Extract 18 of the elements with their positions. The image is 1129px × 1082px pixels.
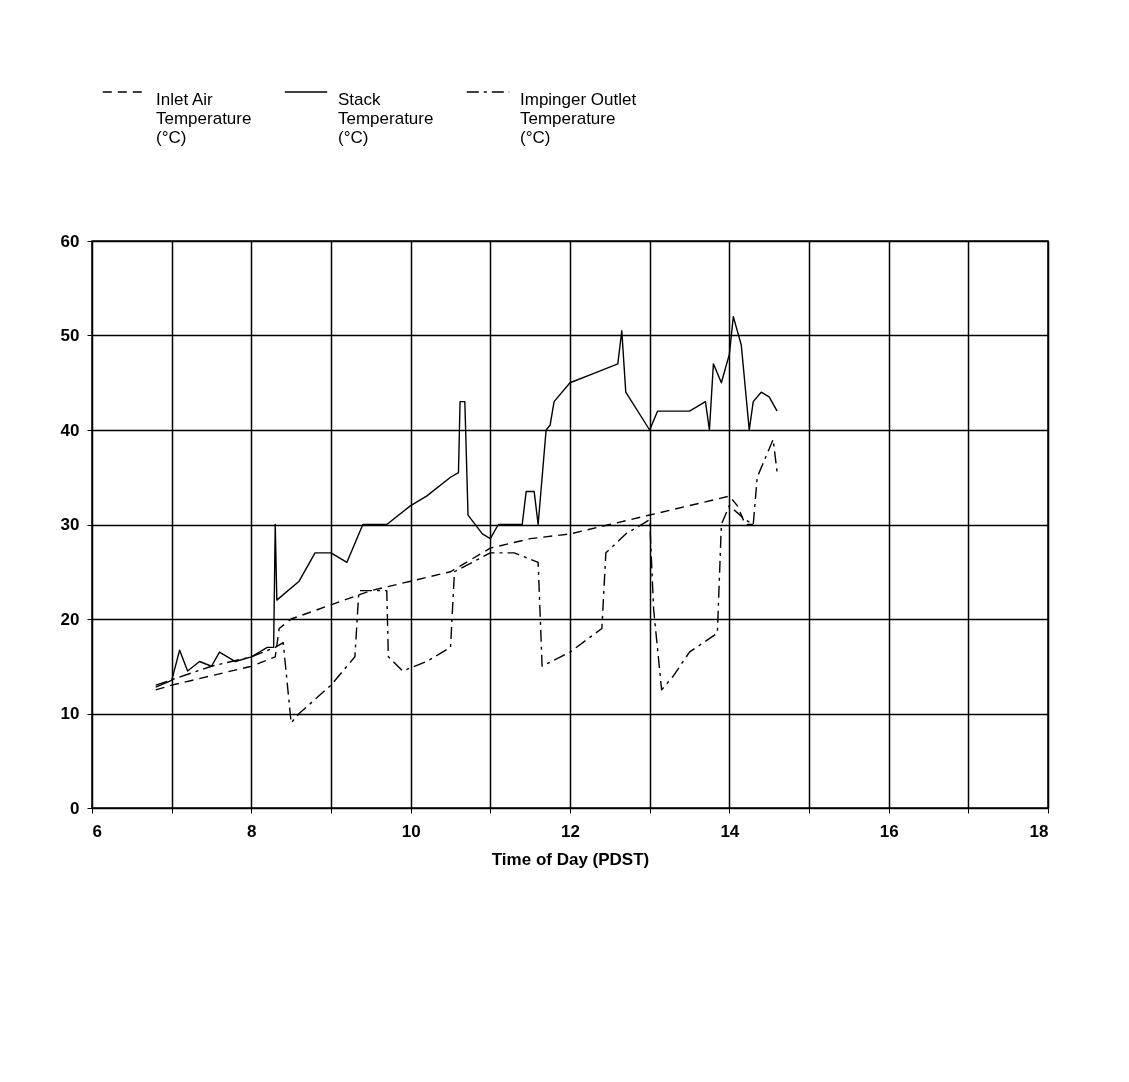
- legend-label: Stack Temperature (°C): [338, 90, 434, 147]
- y-tick-label: 60: [60, 231, 80, 251]
- legend-label: Inlet Air Temperature (°C): [156, 90, 252, 147]
- y-tick-label: 50: [60, 326, 80, 345]
- y-tick-label: 10: [60, 704, 80, 723]
- y-tick-label: 40: [60, 420, 80, 440]
- y-tick-label: 30: [60, 515, 80, 534]
- x-tick-label: 8: [247, 821, 257, 841]
- x-axis-title: Time of Day (PDST): [491, 849, 650, 869]
- x-tick-label: 14: [720, 821, 740, 841]
- x-tick-label: 18: [1029, 821, 1049, 841]
- x-tick-label: 10: [401, 821, 421, 841]
- x-tick-label: 6: [92, 821, 102, 841]
- y-tick-label: 20: [60, 609, 80, 629]
- y-tick-label: 0: [70, 798, 80, 818]
- x-tick-label: 16: [879, 821, 899, 841]
- x-tick-label: 12: [561, 821, 580, 841]
- legend-label: Impinger Outlet Temperature (°C): [520, 90, 637, 147]
